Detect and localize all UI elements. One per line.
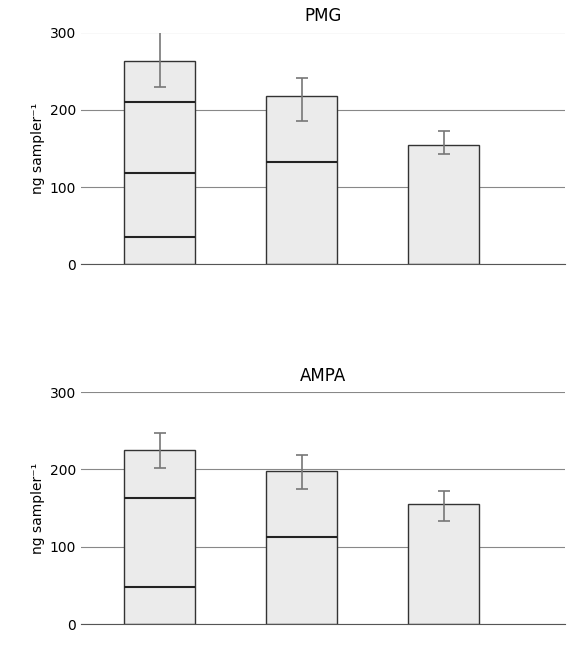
Y-axis label: ng sampler⁻¹: ng sampler⁻¹ bbox=[31, 462, 45, 554]
Bar bbox=[408, 144, 480, 265]
Bar bbox=[266, 96, 337, 265]
Bar bbox=[124, 450, 195, 624]
Title: PMG: PMG bbox=[304, 7, 342, 25]
Bar bbox=[408, 504, 480, 624]
Title: AMPA: AMPA bbox=[300, 367, 346, 385]
Bar bbox=[124, 61, 195, 265]
Y-axis label: ng sampler⁻¹: ng sampler⁻¹ bbox=[31, 103, 45, 194]
Bar bbox=[266, 471, 337, 624]
